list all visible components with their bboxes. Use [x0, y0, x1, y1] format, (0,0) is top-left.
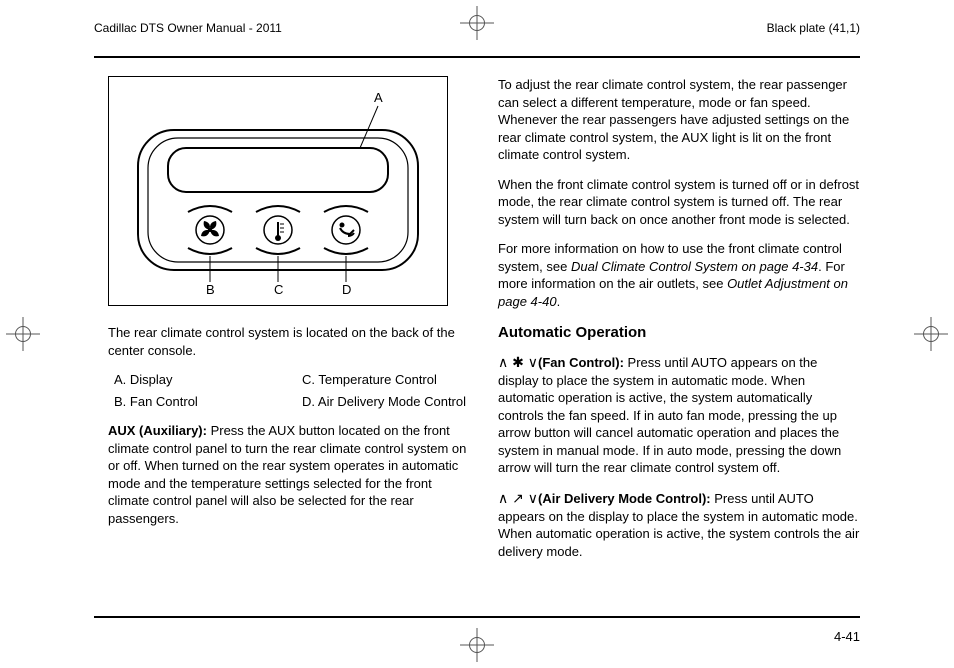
section-title: Automatic Operation: [498, 323, 860, 343]
diagram-label-c: C: [274, 282, 283, 296]
left-column: A: [108, 76, 470, 598]
right-column: To adjust the rear climate control syste…: [498, 76, 860, 598]
p2: When the front climate control system is…: [498, 176, 860, 229]
page-header: Cadillac DTS Owner Manual - 2011 Black p…: [94, 16, 860, 40]
legend-d: D. Air Delivery Mode Control: [302, 393, 470, 411]
p3: For more information on how to use the f…: [498, 240, 860, 310]
air-paragraph: ∧ ↗ ∨ (Air Delivery Mode Control): Press…: [498, 489, 860, 561]
content-area: A: [108, 76, 860, 598]
fan-paragraph: ∧ ✱ ∨ (Fan Control): Press until AUTO ap…: [498, 353, 860, 477]
diagram-label-a: A: [374, 90, 383, 105]
crop-mark-right: [914, 317, 948, 351]
diagram-frame: A: [108, 76, 448, 306]
diagram-label-b: B: [206, 282, 215, 296]
climate-panel-diagram: A: [118, 86, 438, 296]
crop-mark-bottom: [460, 628, 494, 662]
rocker-mode: [324, 206, 368, 254]
fan-label: (Fan Control):: [538, 355, 624, 370]
diagram-label-d: D: [342, 282, 351, 296]
intro-text: The rear climate control system is locat…: [108, 324, 470, 359]
air-symbols: ∧ ↗ ∨: [498, 489, 538, 508]
fan-text: Press until AUTO appears on the display …: [498, 355, 841, 476]
rocker-temp: [256, 206, 300, 254]
p1: To adjust the rear climate control syste…: [498, 76, 860, 164]
p3-c: .: [557, 294, 561, 309]
rocker-fan: [188, 206, 232, 254]
rule-top: [94, 56, 860, 58]
fan-symbols: ∧ ✱ ∨: [498, 353, 538, 372]
crop-mark-left: [6, 317, 40, 351]
legend-block: A. Display C. Temperature Control B. Fan…: [108, 371, 470, 410]
manual-title: Cadillac DTS Owner Manual - 2011: [94, 21, 282, 35]
aux-paragraph: AUX (Auxiliary): Press the AUX button lo…: [108, 422, 470, 527]
aux-text: Press the AUX button located on the fron…: [108, 423, 466, 526]
legend-b: B. Fan Control: [114, 393, 282, 411]
p3-ref1: Dual Climate Control System on page 4-34: [571, 259, 818, 274]
rule-bottom: [94, 616, 860, 618]
legend-c: C. Temperature Control: [302, 371, 470, 389]
aux-label: AUX (Auxiliary):: [108, 423, 207, 438]
air-label: (Air Delivery Mode Control):: [538, 491, 711, 506]
legend-a: A. Display: [114, 371, 282, 389]
page-number: 4-41: [834, 629, 860, 644]
plate-label: Black plate (41,1): [767, 21, 860, 35]
